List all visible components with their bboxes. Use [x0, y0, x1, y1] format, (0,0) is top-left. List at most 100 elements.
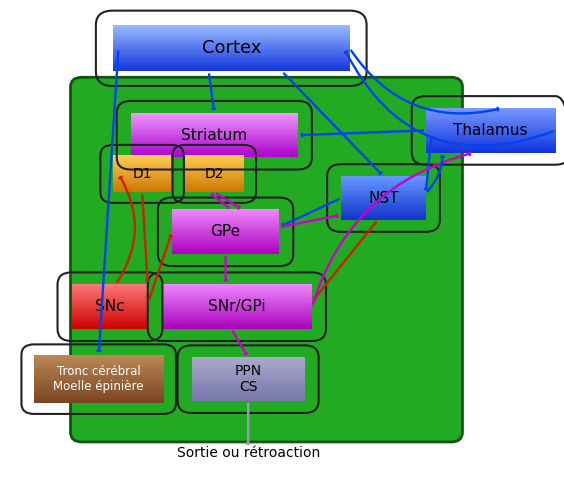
FancyBboxPatch shape	[341, 188, 426, 189]
FancyBboxPatch shape	[162, 309, 312, 310]
FancyBboxPatch shape	[192, 389, 305, 391]
FancyBboxPatch shape	[113, 171, 171, 173]
FancyBboxPatch shape	[185, 176, 244, 178]
FancyBboxPatch shape	[131, 153, 298, 154]
FancyBboxPatch shape	[192, 363, 305, 365]
FancyBboxPatch shape	[192, 369, 305, 370]
FancyBboxPatch shape	[34, 401, 164, 403]
Text: SNc: SNc	[95, 299, 125, 314]
FancyBboxPatch shape	[113, 57, 350, 59]
FancyBboxPatch shape	[185, 189, 244, 190]
FancyBboxPatch shape	[341, 215, 426, 216]
FancyBboxPatch shape	[172, 213, 279, 215]
FancyBboxPatch shape	[172, 218, 279, 220]
FancyBboxPatch shape	[192, 385, 305, 387]
FancyBboxPatch shape	[341, 190, 426, 192]
FancyBboxPatch shape	[113, 49, 350, 51]
FancyBboxPatch shape	[341, 176, 426, 177]
FancyBboxPatch shape	[131, 155, 298, 156]
FancyBboxPatch shape	[113, 173, 171, 175]
Text: Striatum: Striatum	[181, 128, 248, 143]
FancyBboxPatch shape	[113, 177, 171, 178]
FancyBboxPatch shape	[162, 298, 312, 299]
Text: Thalamus: Thalamus	[453, 123, 528, 138]
FancyBboxPatch shape	[113, 35, 350, 37]
FancyBboxPatch shape	[172, 217, 279, 218]
FancyBboxPatch shape	[72, 305, 148, 307]
FancyBboxPatch shape	[426, 116, 556, 118]
FancyBboxPatch shape	[172, 238, 279, 240]
FancyBboxPatch shape	[185, 174, 244, 176]
FancyBboxPatch shape	[341, 198, 426, 199]
FancyBboxPatch shape	[113, 28, 350, 30]
FancyBboxPatch shape	[72, 294, 148, 296]
FancyBboxPatch shape	[172, 225, 279, 226]
FancyBboxPatch shape	[131, 113, 298, 114]
FancyBboxPatch shape	[426, 139, 556, 141]
FancyBboxPatch shape	[113, 182, 171, 183]
FancyBboxPatch shape	[426, 121, 556, 123]
FancyBboxPatch shape	[341, 212, 426, 213]
FancyBboxPatch shape	[34, 359, 164, 361]
FancyBboxPatch shape	[34, 387, 164, 389]
FancyBboxPatch shape	[34, 365, 164, 367]
FancyBboxPatch shape	[34, 362, 164, 363]
FancyBboxPatch shape	[113, 170, 171, 171]
FancyBboxPatch shape	[113, 161, 171, 163]
FancyBboxPatch shape	[72, 313, 148, 314]
FancyBboxPatch shape	[34, 386, 164, 387]
FancyBboxPatch shape	[172, 212, 279, 213]
FancyBboxPatch shape	[192, 396, 305, 398]
FancyBboxPatch shape	[113, 50, 350, 52]
FancyBboxPatch shape	[34, 371, 164, 373]
FancyBboxPatch shape	[113, 175, 171, 177]
FancyBboxPatch shape	[341, 183, 426, 184]
FancyBboxPatch shape	[341, 216, 426, 218]
FancyBboxPatch shape	[192, 374, 305, 376]
FancyBboxPatch shape	[72, 303, 148, 304]
FancyBboxPatch shape	[131, 123, 298, 124]
FancyBboxPatch shape	[162, 305, 312, 307]
FancyBboxPatch shape	[172, 210, 279, 212]
FancyBboxPatch shape	[341, 210, 426, 211]
FancyBboxPatch shape	[113, 159, 171, 161]
FancyBboxPatch shape	[192, 383, 305, 384]
FancyBboxPatch shape	[162, 295, 312, 297]
FancyBboxPatch shape	[192, 382, 305, 384]
FancyBboxPatch shape	[172, 246, 279, 247]
FancyBboxPatch shape	[34, 378, 164, 379]
FancyBboxPatch shape	[131, 128, 298, 130]
FancyBboxPatch shape	[341, 199, 426, 200]
FancyBboxPatch shape	[192, 357, 305, 358]
FancyBboxPatch shape	[113, 180, 171, 181]
FancyBboxPatch shape	[72, 315, 148, 317]
FancyBboxPatch shape	[113, 64, 350, 66]
FancyBboxPatch shape	[34, 374, 164, 376]
FancyBboxPatch shape	[341, 181, 426, 183]
FancyBboxPatch shape	[426, 137, 556, 138]
FancyBboxPatch shape	[341, 204, 426, 206]
FancyBboxPatch shape	[131, 134, 298, 135]
FancyBboxPatch shape	[192, 378, 305, 379]
FancyBboxPatch shape	[192, 362, 305, 364]
FancyBboxPatch shape	[341, 180, 426, 182]
FancyBboxPatch shape	[162, 310, 312, 311]
FancyBboxPatch shape	[192, 379, 305, 380]
FancyBboxPatch shape	[172, 216, 279, 217]
FancyBboxPatch shape	[34, 373, 164, 374]
FancyBboxPatch shape	[113, 65, 350, 67]
FancyBboxPatch shape	[192, 365, 305, 366]
FancyBboxPatch shape	[162, 300, 312, 302]
FancyBboxPatch shape	[192, 371, 305, 373]
FancyBboxPatch shape	[113, 26, 350, 28]
FancyBboxPatch shape	[113, 185, 171, 186]
FancyBboxPatch shape	[113, 163, 171, 165]
FancyBboxPatch shape	[162, 320, 312, 321]
FancyBboxPatch shape	[192, 384, 305, 385]
FancyBboxPatch shape	[113, 166, 171, 168]
FancyBboxPatch shape	[192, 377, 305, 378]
FancyBboxPatch shape	[192, 391, 305, 392]
FancyBboxPatch shape	[34, 389, 164, 391]
FancyBboxPatch shape	[162, 289, 312, 291]
Text: Tronc cérébral
Moelle épinière: Tronc cérébral Moelle épinière	[54, 365, 144, 393]
